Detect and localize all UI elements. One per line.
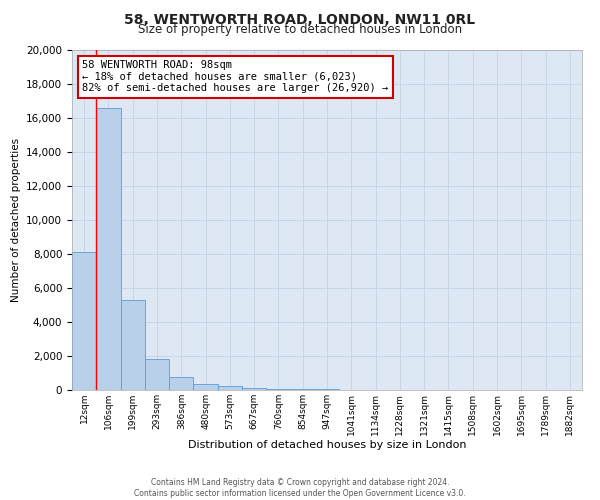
Text: Contains HM Land Registry data © Crown copyright and database right 2024.
Contai: Contains HM Land Registry data © Crown c…: [134, 478, 466, 498]
Text: 58 WENTWORTH ROAD: 98sqm
← 18% of detached houses are smaller (6,023)
82% of sem: 58 WENTWORTH ROAD: 98sqm ← 18% of detach…: [82, 60, 388, 94]
Bar: [193, 384, 218, 390]
Text: 58, WENTWORTH ROAD, LONDON, NW11 0RL: 58, WENTWORTH ROAD, LONDON, NW11 0RL: [124, 12, 476, 26]
X-axis label: Distribution of detached houses by size in London: Distribution of detached houses by size …: [188, 440, 466, 450]
Bar: [218, 386, 242, 390]
Bar: [96, 108, 121, 390]
Bar: [145, 360, 169, 390]
Y-axis label: Number of detached properties: Number of detached properties: [11, 138, 20, 302]
Text: Size of property relative to detached houses in London: Size of property relative to detached ho…: [138, 22, 462, 36]
Bar: [121, 300, 145, 390]
Bar: [290, 389, 315, 390]
Bar: [72, 252, 96, 390]
Bar: [266, 389, 290, 390]
Bar: [242, 388, 266, 390]
Bar: [169, 378, 193, 390]
